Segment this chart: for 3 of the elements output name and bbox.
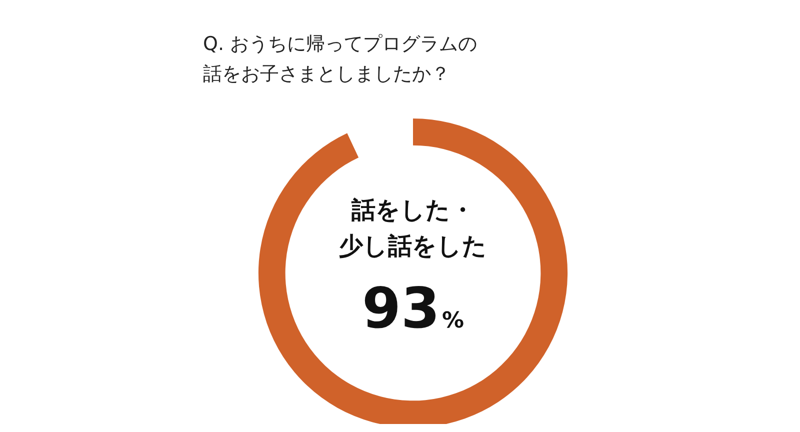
chart-title: Q. おうちに帰ってプログラムの話をお子さまとしましたか？ — [203, 33, 478, 85]
data-label: 93% — [362, 276, 464, 342]
slice-label: 話をした・少し話をした — [339, 196, 487, 260]
